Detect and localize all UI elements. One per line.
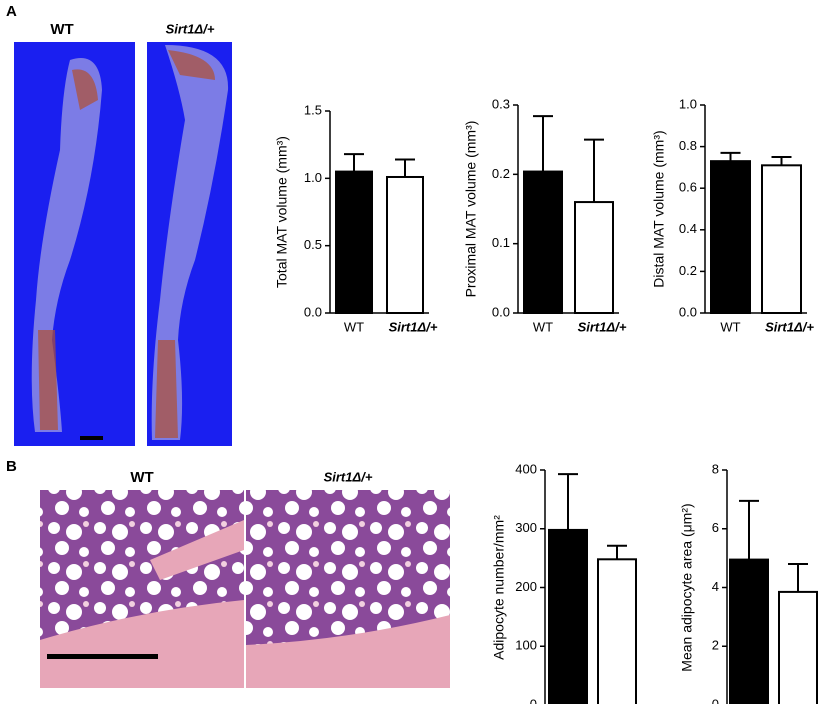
bar [523, 170, 563, 314]
x-tick-label: WT [344, 319, 364, 334]
scale-bar [80, 436, 103, 440]
y-tick-label: 6 [712, 520, 719, 535]
x-tick-label: WT [533, 319, 553, 334]
y-tick-label: 0.4 [679, 221, 697, 236]
bar [386, 175, 424, 314]
y-axis-label: Adipocyte number/mm² [491, 515, 507, 660]
panel-label: A [6, 3, 17, 20]
image-label: Sirt1Δ/+ [324, 469, 373, 484]
scale-bar [47, 654, 158, 659]
y-tick-label: 4 [712, 579, 719, 594]
y-tick-label: 0.6 [679, 180, 697, 195]
y-tick-label: 0.0 [492, 304, 510, 319]
bar [574, 201, 614, 314]
bar [335, 170, 373, 314]
y-tick-label: 0.2 [492, 166, 510, 181]
y-tick-label: 0.3 [492, 96, 510, 111]
bone-tissue [40, 520, 244, 688]
image-label: WT [130, 469, 153, 486]
y-tick-label: 200 [515, 579, 537, 594]
y-tick-label: 0.8 [679, 138, 697, 153]
bar [597, 558, 637, 704]
y-axis-label: Mean adipocyte area (μm²) [679, 503, 695, 671]
bar [778, 590, 818, 704]
bar [729, 558, 769, 704]
bar [548, 528, 588, 704]
y-tick-label: 1.0 [304, 170, 322, 185]
image-label: WT [50, 21, 73, 38]
y-tick-label: 2 [712, 638, 719, 653]
y-tick-label: 0 [712, 696, 719, 704]
image-label: Sirt1Δ/+ [166, 21, 215, 36]
y-tick-label: 0.1 [492, 235, 510, 250]
y-axis-label: Proximal MAT volume (mm³) [463, 121, 479, 298]
fat-overlay [155, 50, 215, 438]
y-tick-label: 0.5 [304, 237, 322, 252]
y-tick-label: 8 [712, 461, 719, 476]
y-tick-label: 0 [530, 696, 537, 704]
y-tick-label: 0.0 [679, 304, 697, 319]
y-tick-label: 1.5 [304, 102, 322, 117]
x-tick-label: Sirt1Δ/+ [389, 319, 438, 334]
panel-label: B [6, 458, 17, 475]
y-tick-label: 100 [515, 638, 537, 653]
x-tick-label: WT [720, 319, 740, 334]
x-tick-label: Sirt1Δ/+ [578, 319, 627, 334]
bone-tissue [246, 615, 450, 688]
y-tick-label: 400 [515, 461, 537, 476]
x-tick-label: Sirt1Δ/+ [765, 319, 814, 334]
bar [761, 164, 802, 314]
y-axis-label: Total MAT volume (mm³) [274, 136, 290, 288]
fat-overlay [38, 69, 98, 430]
y-axis-label: Distal MAT volume (mm³) [651, 130, 667, 287]
y-tick-label: 300 [515, 520, 537, 535]
y-tick-label: 1.0 [679, 96, 697, 111]
y-tick-label: 0.2 [679, 263, 697, 278]
y-tick-label: 0.0 [304, 304, 322, 319]
bar [710, 160, 751, 314]
